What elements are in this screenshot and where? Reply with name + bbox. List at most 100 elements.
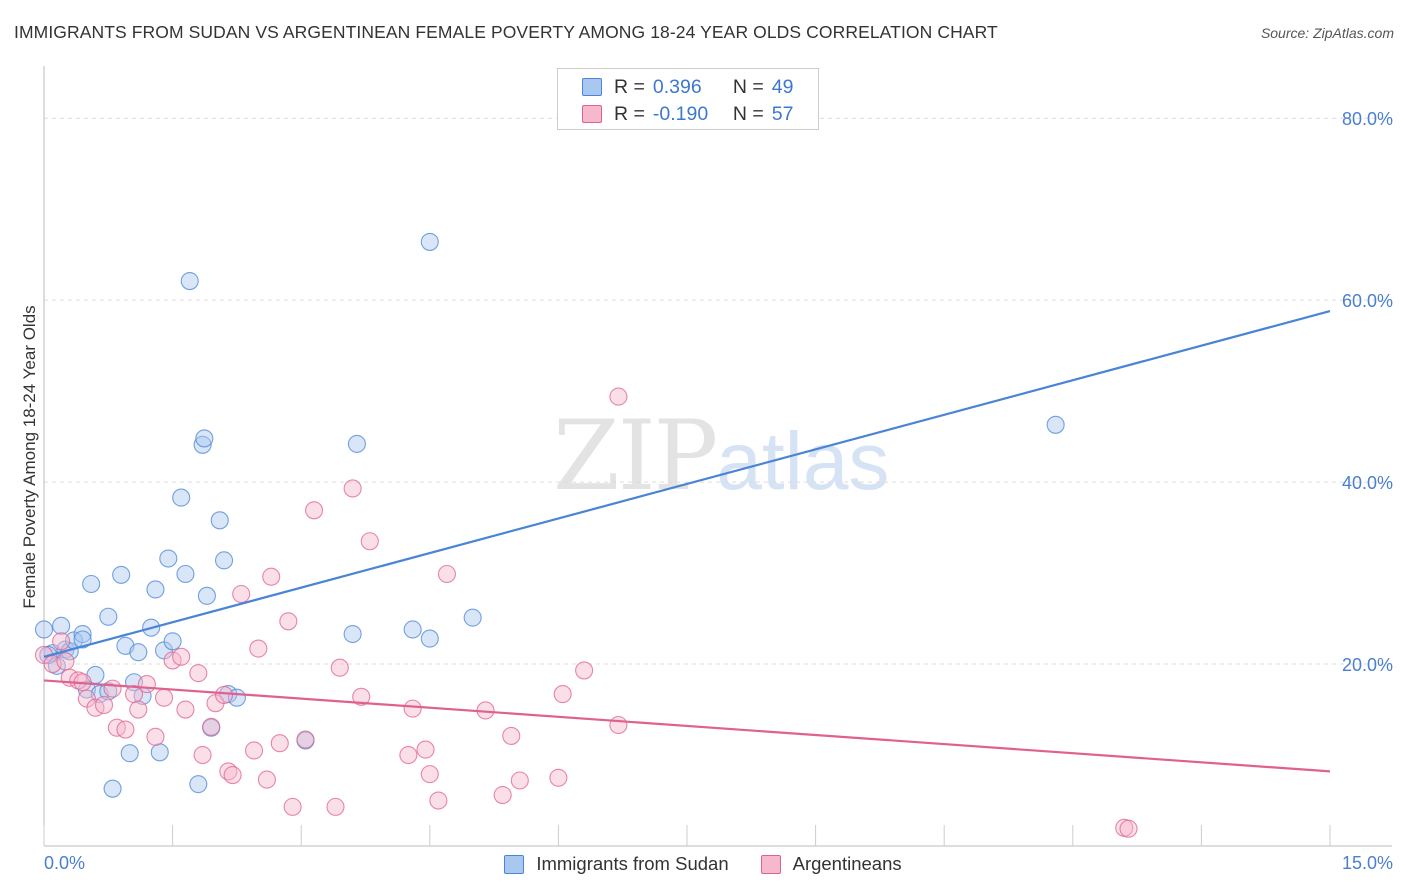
chart-title: IMMIGRANTS FROM SUDAN VS ARGENTINEAN FEM…	[14, 22, 998, 42]
argentinean-point	[420, 765, 439, 784]
argentinean-point	[609, 715, 628, 735]
sudan-point	[73, 624, 92, 644]
argentinean-point	[326, 797, 345, 816]
argentinean-point	[352, 687, 371, 706]
tick-labels: 20.0% 40.0% 60.0% 80.0% 0.0% 15.0% Female Pove…	[20, 109, 1393, 873]
chart-source: Source: ZipAtlas.com	[1260, 25, 1394, 41]
sudan-point	[99, 607, 118, 626]
argentinean-point	[172, 647, 191, 666]
argentinean-point	[305, 501, 324, 520]
argentinean-point	[146, 727, 165, 746]
sudan-point	[420, 232, 439, 251]
sudan-point	[463, 608, 482, 627]
x-tick-label: 0.0%	[44, 853, 85, 873]
legend-r-value: 0.396	[652, 75, 702, 98]
sudan-point	[403, 620, 422, 639]
argentinean-point	[154, 688, 174, 707]
argentinean-point	[129, 700, 148, 719]
argentinean-point	[214, 685, 234, 705]
argentinean-point	[257, 770, 276, 789]
argentinean-point	[202, 717, 221, 736]
argentinean-point	[244, 741, 264, 760]
argentinean-point	[103, 679, 122, 698]
sudan-point	[73, 630, 92, 649]
watermark-zip: ZIP	[553, 400, 718, 512]
argentinean-point	[176, 700, 195, 719]
argentinean-point	[510, 771, 529, 790]
sudan-point	[347, 434, 366, 453]
sudan-point	[343, 624, 362, 644]
sudan-point	[180, 272, 199, 291]
argentinean-point	[283, 797, 302, 816]
argentinean-point	[429, 791, 448, 810]
series-legend: Immigrants from Sudan Argentineans	[0, 851, 1406, 877]
correlation-legend: R = 0.396 N = 49 R = -0.190 N = 57	[557, 68, 819, 130]
argentinean-point	[330, 658, 349, 677]
argentinean-point	[493, 786, 512, 805]
argentinean-point	[416, 740, 435, 759]
argentinean-point	[279, 612, 298, 631]
argentinean-point	[575, 661, 594, 680]
sudan-point	[146, 580, 165, 599]
sudan-point	[420, 629, 439, 648]
argentinean-point	[437, 564, 456, 584]
sudan-point	[172, 488, 191, 507]
legend-item-sudan[interactable]: Immigrants from Sudan	[504, 853, 729, 875]
axes	[43, 66, 1392, 847]
trend-lines	[43, 310, 1331, 773]
argentinean-point	[232, 584, 251, 604]
y-tick-label: 80.0%	[1342, 109, 1393, 129]
argentinean-trend-line	[43, 679, 1331, 773]
sudan-point	[82, 574, 101, 594]
sudan-point	[176, 564, 195, 584]
y-tick-label: 40.0%	[1342, 473, 1393, 493]
argentinean-point	[502, 726, 521, 745]
sudan-point	[214, 551, 234, 570]
y-axis-label: Female Poverty Among 18-24 Year Olds	[20, 305, 39, 608]
sudan-point	[159, 549, 178, 568]
gridlines	[44, 117, 1392, 665]
sudan-point	[163, 632, 182, 651]
sudan-point	[112, 565, 131, 584]
legend-n-label: N =	[732, 102, 764, 125]
y-tick-label: 60.0%	[1342, 291, 1393, 311]
sudan-point	[34, 620, 54, 639]
data-points	[34, 232, 1138, 838]
legend-label-sudan: Immigrants from Sudan	[536, 853, 729, 874]
argentinean-point	[262, 567, 281, 586]
argentinean-point	[56, 652, 75, 671]
argentinean-point	[553, 685, 572, 704]
argentinean-point	[189, 664, 208, 683]
legend-label-argentineans: Argentineans	[792, 853, 902, 874]
sudan-point	[1046, 415, 1065, 434]
y-tick-label: 20.0%	[1342, 655, 1393, 675]
legend-row-argentineans: R = -0.190 N = 57	[582, 102, 793, 126]
watermark-atlas: atlas	[716, 416, 890, 507]
legend-item-argentineans[interactable]: Argentineans	[760, 853, 902, 875]
sudan-point	[129, 643, 148, 662]
sudan-point	[120, 744, 139, 763]
argentinean-point	[296, 730, 315, 749]
sudan-trend-line	[43, 310, 1331, 658]
legend-r-label: R =	[614, 102, 645, 125]
legend-row-sudan: R = 0.396 N = 49	[582, 75, 793, 99]
sudan-point	[193, 435, 212, 454]
legend-n-value: 57	[771, 102, 794, 125]
sudan-point	[150, 743, 169, 762]
argentinean-point	[1119, 819, 1138, 838]
argentinean-point	[549, 768, 568, 787]
legend-swatch-argentineans	[760, 854, 781, 874]
legend-r-value: -0.190	[652, 102, 709, 125]
sudan-point	[103, 779, 122, 798]
argentinean-point	[249, 639, 268, 658]
argentinean-point	[52, 632, 71, 651]
argentinean-point	[223, 765, 242, 785]
argentinean-point	[360, 532, 379, 551]
argentinean-point	[193, 745, 212, 765]
argentinean-point	[137, 675, 156, 694]
sudan-point	[52, 616, 71, 635]
argentinean-point	[343, 479, 362, 498]
legend-n-value: 49	[771, 75, 794, 98]
watermark: ZIPatlas	[553, 400, 889, 512]
